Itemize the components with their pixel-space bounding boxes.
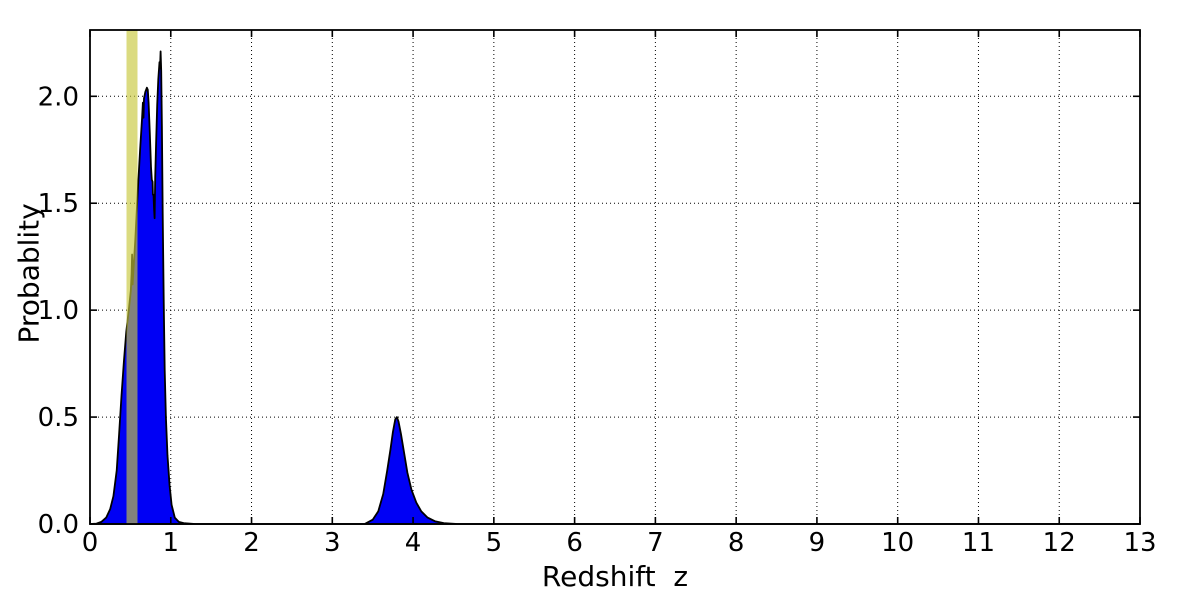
redshift-marker-band xyxy=(126,30,138,524)
x-tick-label: 12 xyxy=(1043,528,1076,558)
x-tick-label: 11 xyxy=(962,528,995,558)
redshift-probability-pdf xyxy=(89,50,1141,525)
pdf-curve xyxy=(89,50,1141,525)
redshift-marker-band xyxy=(126,30,138,524)
y-tick-label: 1.5 xyxy=(38,189,79,219)
x-tick-label: 7 xyxy=(647,528,664,558)
plot-frame xyxy=(89,29,1141,525)
x-tick-label: 3 xyxy=(324,528,341,558)
y-tick-label: 0.0 xyxy=(38,510,79,540)
axis-ticks xyxy=(89,30,1141,525)
x-tick-label: 9 xyxy=(809,528,826,558)
x-tick-label: 8 xyxy=(728,528,745,558)
x-tick-label: 5 xyxy=(486,528,503,558)
y-tick-labels: 0.0 0.5 1.0 1.5 2.0 xyxy=(38,82,79,540)
x-tick-label: 2 xyxy=(243,528,260,558)
x-tick-label: 13 xyxy=(1123,528,1156,558)
x-tick-labels: 0 1 2 3 4 5 6 7 8 9 10 11 12 13 xyxy=(82,528,1157,558)
x-tick-label: 10 xyxy=(881,528,914,558)
x-axis-title: Redshift z xyxy=(541,560,689,593)
x-tick-label: 1 xyxy=(162,528,179,558)
x-tick-label: 0 xyxy=(82,528,99,558)
y-tick-label: 0.5 xyxy=(38,403,79,433)
y-tick-label: 2.0 xyxy=(38,82,79,112)
x-tick-label: 6 xyxy=(566,528,583,558)
y-tick-label: 1.0 xyxy=(38,296,79,326)
x-tick-label: 4 xyxy=(405,528,422,558)
grid xyxy=(89,30,1141,524)
y-axis-title: Probablity xyxy=(12,203,46,344)
